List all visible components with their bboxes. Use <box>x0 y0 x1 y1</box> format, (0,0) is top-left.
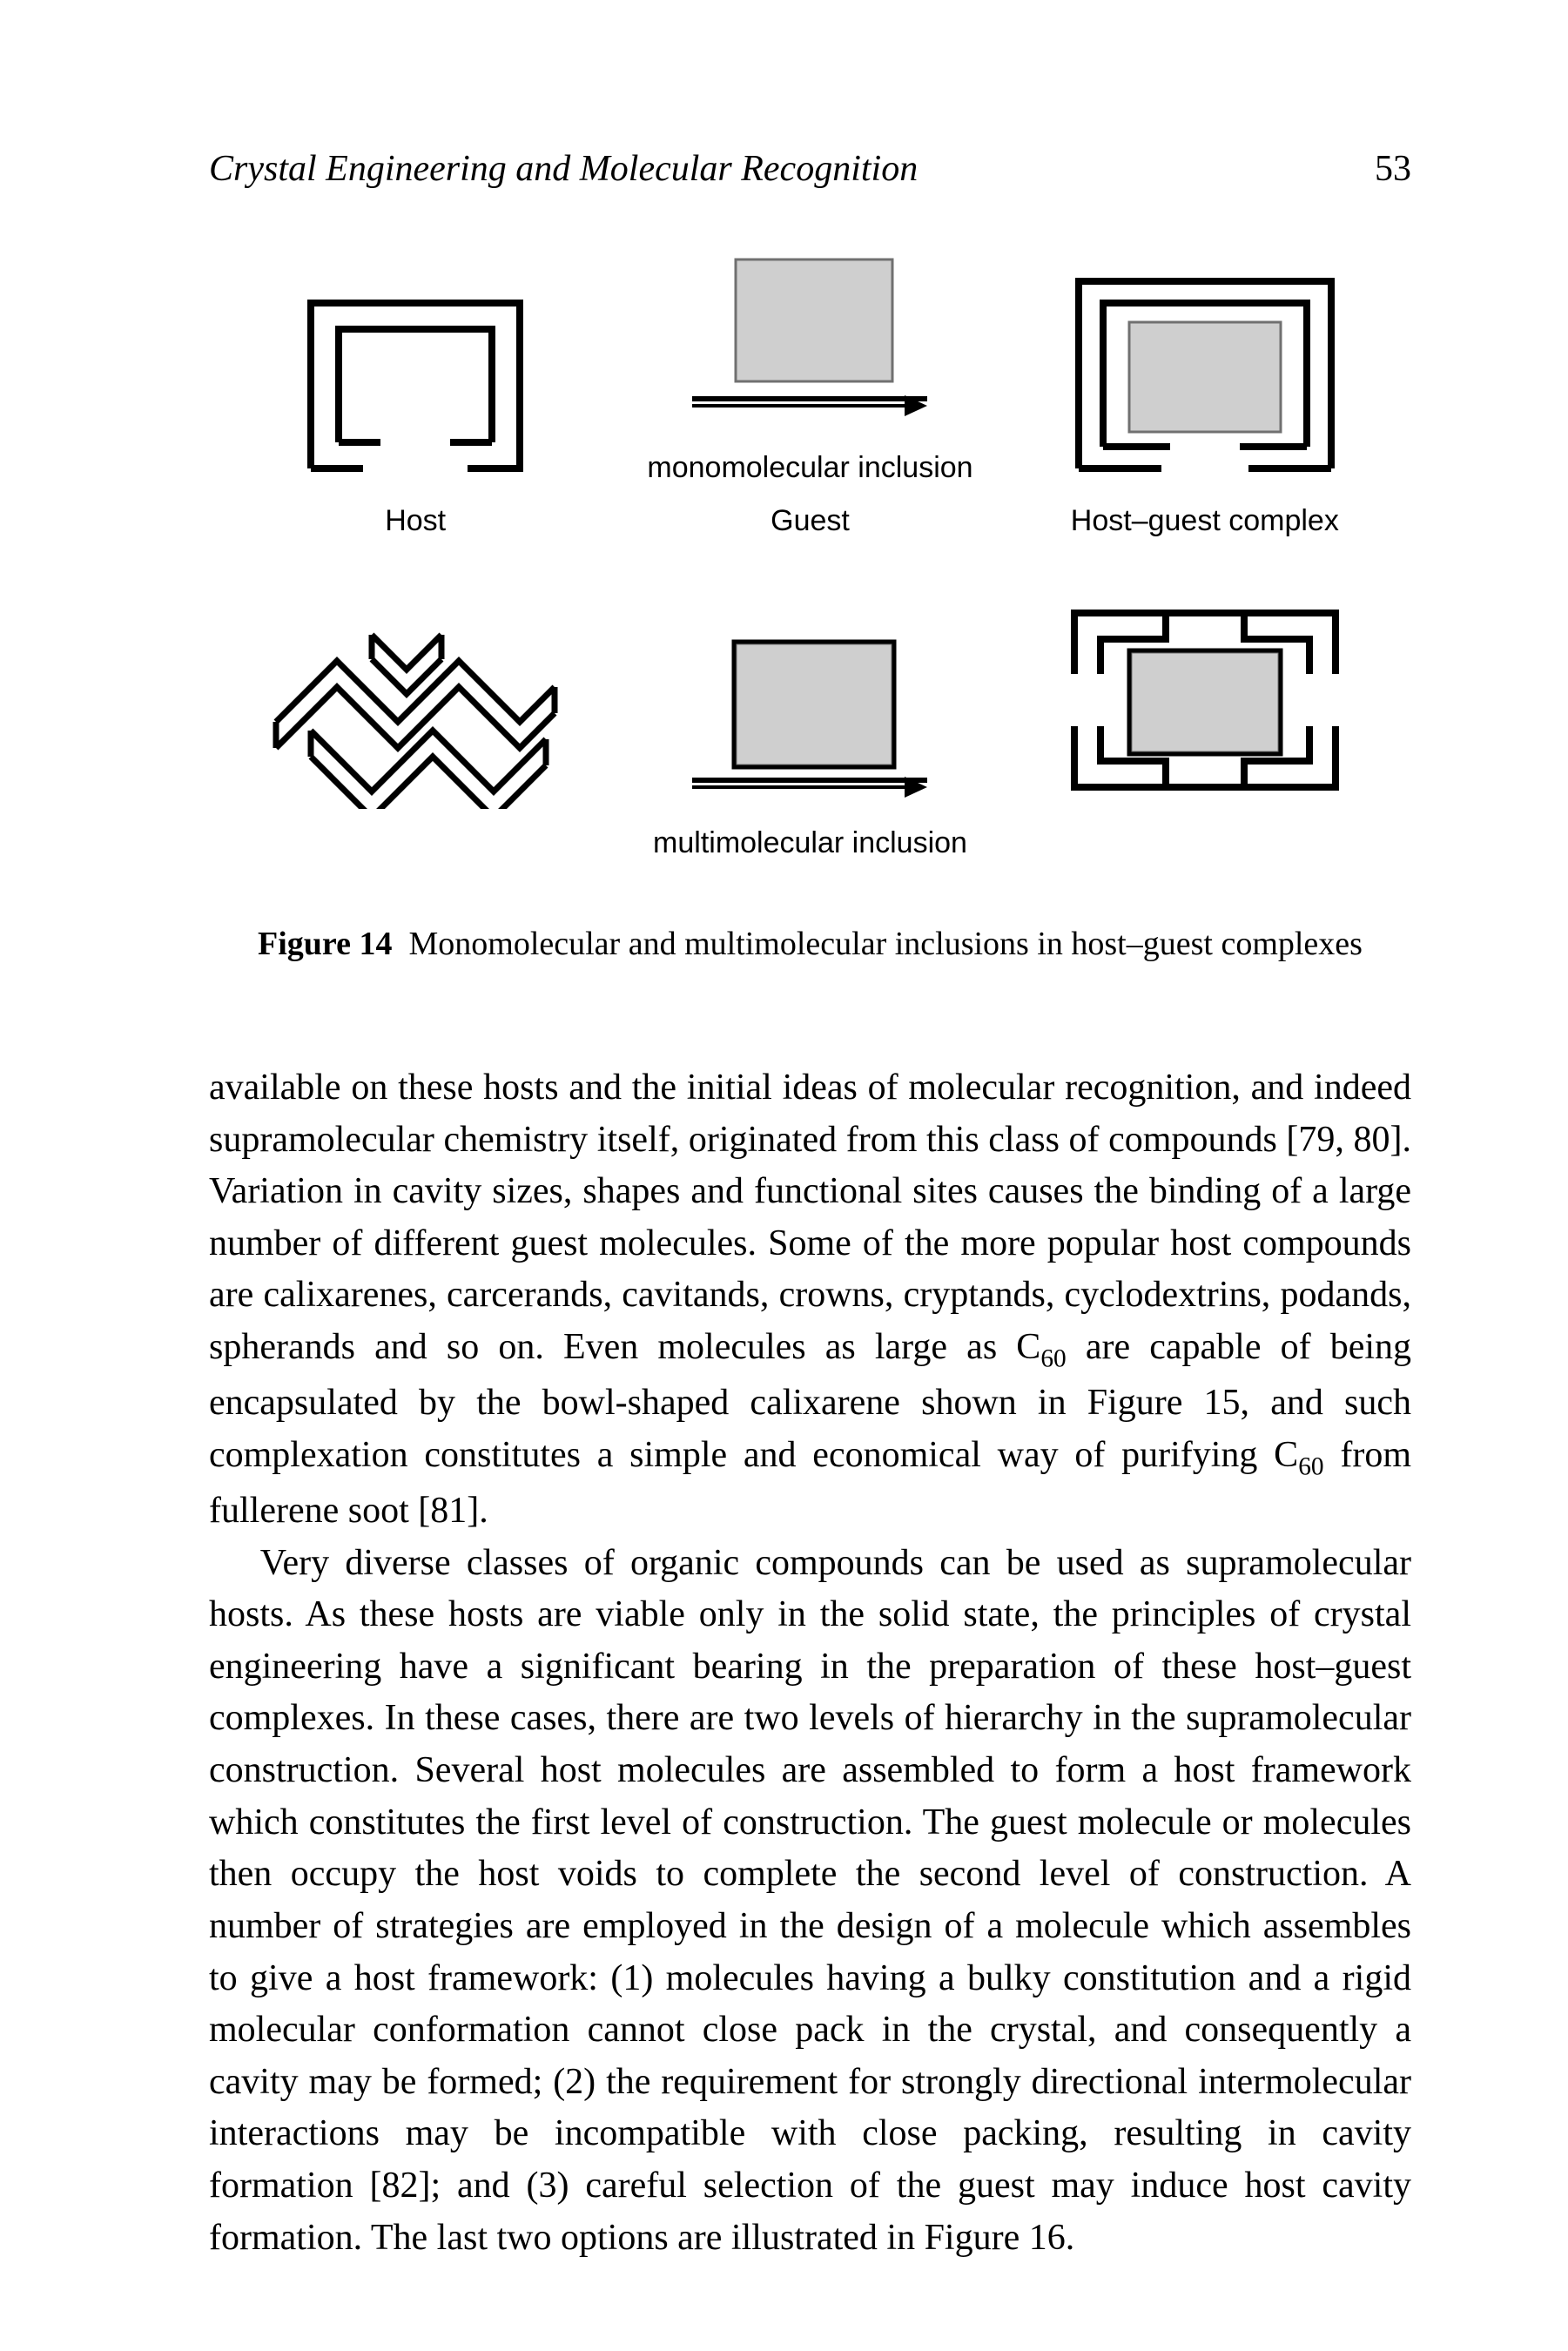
guest-label: Guest <box>771 503 850 539</box>
page: Crystal Engineering and Molecular Recogn… <box>0 0 1568 2351</box>
page-number: 53 <box>1375 148 1411 190</box>
figure-14: Host monomolecular inclusion Guest <box>236 251 1385 967</box>
lattice-complex-icon <box>1061 591 1349 809</box>
p1-sub-1: 60 <box>1040 1344 1066 1372</box>
fig-lattice-complex-cell <box>1061 591 1349 861</box>
running-head: Crystal Engineering and Molecular Recogn… <box>209 148 1411 190</box>
host-lattice-icon <box>259 617 572 809</box>
running-title: Crystal Engineering and Molecular Recogn… <box>209 148 918 190</box>
fig-lattice-cell <box>259 617 572 861</box>
p1-run-a: available on these hosts and the initial… <box>209 1068 1411 1367</box>
figure-caption-label: Figure 14 <box>258 926 392 962</box>
guest2-icon <box>666 639 953 813</box>
paragraph-1: available on these hosts and the initial… <box>209 1062 1411 1538</box>
fig-host-cell: Host <box>285 286 546 539</box>
figure-caption: Figure 14 Monomolecular and multimolecul… <box>236 922 1385 967</box>
fig-guest-cell: monomolecular inclusion Guest <box>647 251 972 539</box>
mono-arrow-label: monomolecular inclusion <box>647 450 972 486</box>
guest-icon <box>666 251 953 438</box>
host-guest-complex-icon <box>1061 268 1349 486</box>
body-text: available on these hosts and the initial… <box>209 1062 1411 2264</box>
figure-grid: Host monomolecular inclusion Guest <box>236 251 1385 861</box>
multi-arrow-label: multimolecular inclusion <box>653 825 967 861</box>
fig-complex-cell: Host–guest complex <box>1061 268 1349 539</box>
fig-guest2-cell: multimolecular inclusion <box>653 639 967 861</box>
complex-label: Host–guest complex <box>1071 503 1339 539</box>
figure-caption-text: Monomolecular and multimolecular inclusi… <box>408 926 1362 962</box>
host-label: Host <box>385 503 446 539</box>
p1-sub-2: 60 <box>1298 1452 1323 1480</box>
paragraph-2: Very diverse classes of organic compound… <box>209 1538 1411 2265</box>
host-icon <box>285 286 546 486</box>
